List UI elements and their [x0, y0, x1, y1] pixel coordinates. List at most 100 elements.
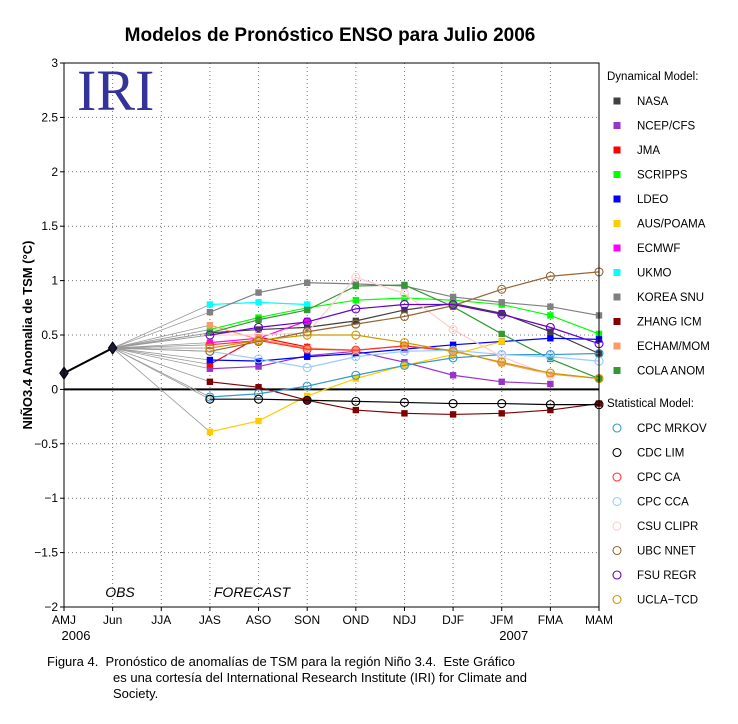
- connector-line-ncep-cfs: [112, 347, 210, 370]
- point-nasa-aso: [255, 326, 262, 333]
- connector-line-jma: [112, 347, 210, 365]
- legend-marker-echam-mom: [613, 342, 621, 350]
- legend-marker-ucla-tcd: [612, 594, 622, 605]
- legend-marker-fsu-regr: [612, 570, 622, 580]
- series-line-ucla-tcd: [209, 334, 600, 380]
- point-ubc-nnet-son: [302, 327, 312, 337]
- point-csu-clipr-fma: [545, 370, 555, 380]
- point-zhang-icm-ndj: [401, 410, 408, 417]
- point-zhang-icm-jas: [206, 378, 214, 385]
- legend-label-ucla-tcd: UCLA−TCD: [637, 595, 698, 607]
- point-cpc-mrkov-ond: [351, 370, 361, 380]
- point-cdc-lim-fma: [545, 400, 555, 410]
- point-ncep-cfs-jfm: [498, 378, 505, 385]
- legend-label-ecmwf: ECMWF: [637, 243, 680, 255]
- y-axis-label: NIÑO3.4 Anomalia de TSM (°C): [20, 241, 35, 430]
- legend-label-cdc-lim: CDC LIM: [637, 448, 684, 460]
- obs-line: [63, 347, 114, 374]
- point-fsu-regr-ond: [351, 304, 361, 314]
- y-tick-label: −1.5: [34, 546, 58, 560]
- x-tick-label-djf: DJF: [442, 613, 464, 627]
- legend-label-nasa: NASA: [637, 96, 669, 108]
- legend-marker-cpc-cca: [612, 496, 622, 507]
- point-ubc-nnet-fma: [545, 271, 555, 281]
- x-tick-label-jas: JAS: [199, 613, 221, 627]
- point-zhang-icm-ond: [352, 406, 360, 414]
- x-tick-label-mam: MAM: [585, 613, 613, 627]
- point-cdc-lim-aso: [253, 394, 264, 404]
- y-tick-label: −1: [44, 491, 58, 505]
- point-cpc-mrkov-jas: [205, 392, 215, 402]
- point-ldeo-aso: [255, 357, 262, 365]
- chart-title: Modelos de Pronóstico ENSO para Julio 20…: [125, 25, 536, 46]
- point-cpc-mrkov-fma: [545, 350, 555, 360]
- point-fsu-regr-jfm: [497, 309, 507, 319]
- point-nasa-djf: [449, 300, 457, 307]
- x-tick-label-jja: JJA: [151, 613, 171, 627]
- legend-label-jma: JMA: [637, 145, 660, 157]
- point-ncep-cfs-ndj: [401, 359, 408, 366]
- point-cola-anom-aso: [255, 316, 262, 323]
- year-label-2006: 2006: [62, 628, 91, 643]
- point-cpc-mrkov-aso: [253, 389, 264, 399]
- point-ncep-cfs-fma: [547, 380, 554, 388]
- connector-line-korea-snu: [112, 311, 211, 349]
- y-tick-label: 1: [51, 274, 58, 288]
- legend-label-cpc-mrkov: CPC MRKOV: [637, 423, 707, 435]
- point-cdc-lim-son: [302, 395, 312, 405]
- legend-label-cpc-ca: CPC CA: [637, 472, 681, 484]
- x-tick-label-fma: FMA: [538, 613, 563, 627]
- point-csu-clipr-ond: [351, 272, 361, 282]
- y-tick-label: −2: [44, 600, 58, 614]
- obs-annotation: OBS: [105, 584, 135, 600]
- y-tick-label: 0: [51, 382, 58, 396]
- x-tick-label-jun: Jun: [103, 613, 122, 627]
- point-cola-anom-djf: [449, 303, 457, 310]
- connector-line-ldeo: [112, 347, 210, 361]
- point-echam-mom-jfm: [498, 360, 505, 367]
- point-jma-jas: [206, 361, 214, 368]
- forecast-annotation: FORECAST: [214, 584, 292, 600]
- series-line-cdc-lim: [209, 398, 599, 406]
- legend-label-aus-poama: AUS/POAMA: [637, 219, 706, 231]
- point-ucla-tcd-son: [302, 330, 312, 340]
- point-ldeo-djf: [449, 341, 457, 348]
- point-nasa-ndj: [401, 306, 408, 314]
- legend-marker-cpc-ca: [612, 472, 622, 482]
- point-ubc-nnet-ond: [351, 319, 361, 329]
- point-ucla-tcd-aso: [253, 335, 264, 345]
- x-tick-label-ndj: NDJ: [393, 613, 416, 627]
- y-tick-label: −0.5: [34, 437, 58, 451]
- point-cpc-ca-ndj: [399, 341, 410, 351]
- legend-label-cola-anom: COLA ANOM: [637, 366, 705, 378]
- point-korea-snu-son: [303, 279, 311, 286]
- point-fsu-regr-djf: [448, 299, 458, 310]
- point-csu-clipr-djf: [448, 325, 458, 335]
- legend-marker-korea-snu: [613, 293, 621, 301]
- series-line-fsu-regr: [209, 303, 600, 345]
- point-cdc-lim-ond: [351, 396, 361, 406]
- point-ldeo-ndj: [401, 345, 408, 353]
- point-ucla-tcd-jfm: [497, 357, 507, 367]
- legend-group-title-statistical-model: Statistical Model:: [607, 398, 694, 410]
- point-ldeo-jas: [206, 356, 214, 364]
- connector-line-echam-mom: [112, 324, 211, 349]
- series-line-cpc-cca: [209, 349, 600, 369]
- point-korea-snu-jas: [206, 308, 214, 316]
- point-csu-clipr-jfm: [497, 352, 507, 362]
- legend-label-ukmo: UKMO: [637, 268, 672, 280]
- legend-marker-ubc-nnet: [612, 545, 622, 556]
- point-ncep-cfs-aso: [255, 363, 262, 370]
- legend-label-echam-mom: ECHAM/MOM: [637, 341, 710, 353]
- point-aus-poama-jas: [206, 428, 214, 436]
- point-cpc-mrkov-ndj: [399, 360, 410, 371]
- forecast-connectors: [112, 304, 211, 433]
- point-zhang-icm-djf: [449, 411, 457, 418]
- point-cdc-lim-djf: [448, 398, 458, 409]
- connector-line-ubc-nnet: [112, 347, 210, 352]
- legend-label-cpc-cca: CPC CCA: [637, 497, 689, 509]
- point-aus-poama-aso: [255, 417, 262, 425]
- point-cola-anom-son: [303, 306, 311, 314]
- connector-line-scripps: [112, 329, 210, 349]
- point-cpc-cca-ond: [351, 352, 361, 362]
